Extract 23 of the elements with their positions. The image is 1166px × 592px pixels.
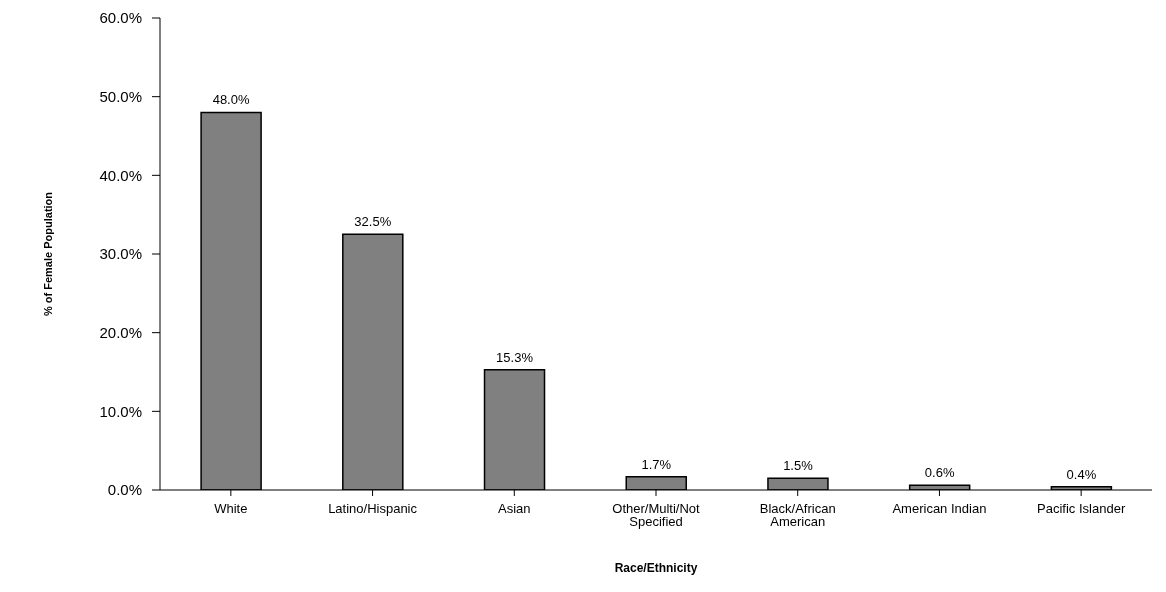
x-tick-label: Latino/Hispanic bbox=[328, 501, 418, 517]
x-tick-label: Asian bbox=[498, 501, 531, 517]
y-axis-title: % of Female Population bbox=[41, 191, 54, 317]
y-tick-label: 50.0% bbox=[99, 87, 142, 105]
y-tick-label: 0.0% bbox=[107, 481, 142, 499]
x-tick-label: Pacific Islander bbox=[1037, 501, 1126, 517]
y-tick-label: 10.0% bbox=[99, 402, 142, 420]
data-label: 1.7% bbox=[641, 456, 672, 472]
data-label: 48.0% bbox=[212, 92, 250, 108]
data-label: 0.4% bbox=[1066, 466, 1097, 482]
y-tick-label: 20.0% bbox=[99, 323, 142, 341]
x-tick-label: American Indian bbox=[892, 501, 987, 517]
y-tick-label: 30.0% bbox=[99, 245, 142, 263]
data-label: 32.5% bbox=[354, 214, 392, 230]
x-tick-label: Black/African American bbox=[759, 501, 836, 530]
data-label: 15.3% bbox=[496, 349, 534, 365]
x-tick-label: Other/Multi/Not Specified bbox=[612, 501, 701, 530]
data-label: 1.5% bbox=[783, 458, 814, 474]
x-tick-label: White bbox=[214, 501, 248, 517]
data-label: 0.6% bbox=[924, 465, 955, 481]
y-tick-label: 60.0% bbox=[99, 9, 142, 27]
x-axis-title: Race/Ethnicity bbox=[614, 561, 698, 575]
y-tick-label: 40.0% bbox=[99, 166, 142, 184]
